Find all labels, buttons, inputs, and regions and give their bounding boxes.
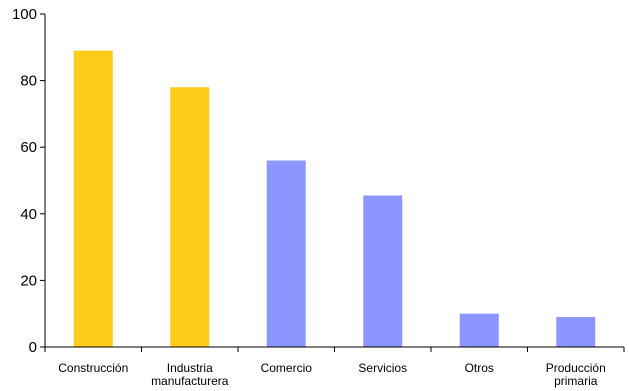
y-tick-label: 20 (20, 272, 37, 289)
x-tick-label: Construcción (58, 361, 128, 375)
y-tick-label: 80 (20, 73, 37, 90)
y-tick-label: 40 (20, 206, 37, 223)
x-tick-label: Servicios (358, 361, 407, 375)
y-tick-label: 100 (12, 6, 37, 23)
bar (170, 87, 210, 347)
y-tick-label: 60 (20, 139, 37, 156)
bar (266, 160, 306, 347)
bar (556, 317, 596, 347)
x-tick-label: Comercio (261, 361, 313, 375)
x-axis-ticks: Construcción Industria manufacturera Comerc… (44, 347, 625, 388)
bar (459, 313, 499, 347)
x-tick-label: Industria manufacturera (151, 361, 229, 388)
y-tick-label: 0 (29, 339, 37, 356)
x-tick-label: Otros (465, 361, 494, 375)
bar (363, 195, 403, 347)
bar (73, 50, 113, 347)
bars (73, 50, 596, 347)
x-tick-label: Producción primaria (546, 361, 606, 388)
y-axis-ticks: 0 20 40 60 80 100 (12, 6, 45, 356)
